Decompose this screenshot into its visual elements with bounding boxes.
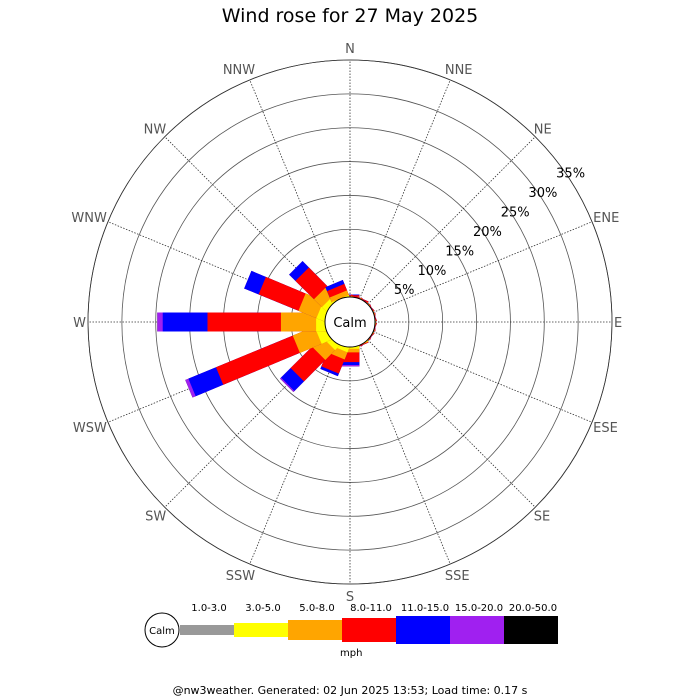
spoke-nne (359, 79, 451, 300)
direction-spokes (88, 60, 612, 584)
direction-label-wnw: WNW (71, 211, 107, 226)
direction-labels: N NNE NE ENE E ESE SE SSE S SSW SW WSW W WNW NW NNW (71, 42, 622, 605)
direction-label-sw: SW (145, 510, 166, 525)
legend-label-bin3: 5.0-8.0 (299, 603, 334, 614)
legend-label-bin5: 11.0-15.0 (401, 603, 449, 614)
radial-tick-label: 35% (556, 167, 585, 182)
footer-text: @nw3weather. Generated: 02 Jun 2025 13:5… (172, 684, 528, 697)
direction-label-nne: NNE (445, 63, 473, 78)
spoke-se (367, 339, 536, 508)
legend-swatch-bin2 (234, 623, 288, 637)
calm-label: Calm (333, 316, 366, 331)
radial-tick-labels: 5%10% 15% 20% 25% 30% 35% (394, 167, 585, 299)
direction-label-e: E (614, 316, 622, 331)
direction-label-ene: ENE (593, 211, 619, 226)
legend-swatch-bin4 (342, 618, 396, 642)
spoke-ssw (249, 344, 341, 565)
direction-label-ne: NE (534, 122, 552, 137)
direction-label-wsw: WSW (73, 421, 107, 436)
direction-label-sse: SSE (445, 569, 470, 584)
legend-label-bin2: 3.0-5.0 (245, 603, 280, 614)
direction-label-n: N (345, 42, 355, 57)
spoke-ne (367, 136, 536, 305)
direction-label-s: S (346, 590, 354, 605)
spoke-ese (372, 331, 593, 423)
direction-label-se: SE (534, 510, 550, 525)
spoke-ene (372, 221, 593, 313)
speed-legend: Calm 1.0-3.0 3.0-5.0 5.0-8.0 8.0-11.0 11.0-15… (144, 603, 558, 648)
legend-calm-label: Calm (149, 626, 175, 637)
radial-tick-label: 15% (445, 244, 474, 259)
legend-swatch-bin7 (504, 616, 558, 644)
spoke-sse (359, 344, 451, 565)
radial-tick-label: 5% (394, 283, 415, 298)
calm-circle (324, 296, 376, 348)
chart-title: Wind rose for 27 May 2025 (221, 5, 479, 27)
radial-tick-label: 25% (501, 206, 530, 221)
radial-tick-label: 20% (473, 225, 502, 240)
legend-swatch-bin5 (396, 616, 450, 644)
radial-tick-label: 10% (417, 264, 446, 279)
direction-label-nnw: NNW (223, 63, 255, 78)
spoke-nnw (249, 79, 341, 300)
legend-swatch-bin3 (288, 620, 342, 640)
legend-label-bin4: 8.0-11.0 (350, 603, 392, 614)
outer-circle (87, 59, 613, 585)
legend-label-bin1: 1.0-3.0 (191, 603, 226, 614)
legend-calm-circle (144, 612, 180, 648)
direction-label-ese: ESE (593, 421, 618, 436)
legend-label-bin7: 20.0-50.0 (509, 603, 557, 614)
legend-swatch-bin6 (450, 616, 504, 644)
direction-label-ssw: SSW (226, 569, 256, 584)
radial-tick-label: 30% (528, 186, 557, 201)
direction-label-w: W (73, 316, 86, 331)
grid-circle (121, 93, 579, 551)
legend-swatch-bin1 (180, 625, 234, 635)
legend-units: mph (340, 648, 363, 659)
direction-label-nw: NW (144, 122, 167, 137)
legend-label-bin6: 15.0-20.0 (455, 603, 503, 614)
